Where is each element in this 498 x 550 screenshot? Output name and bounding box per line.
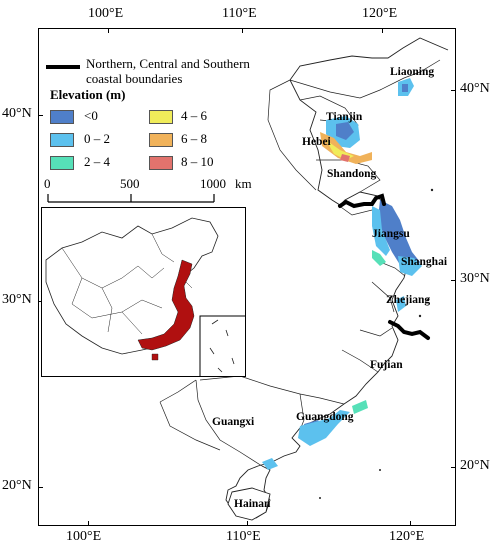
elevation-guangxi: [262, 458, 278, 470]
province-label-liaoning: Liaoning: [390, 66, 435, 78]
province-boundaries: [159, 59, 441, 467]
hainan-island: [227, 487, 271, 521]
left-lat-label-30: 30°N: [2, 292, 32, 307]
legend-label-6-8: 6 – 8: [181, 131, 207, 146]
inset-province-lines: [61, 233, 193, 335]
elevation-hebei-high: [320, 132, 372, 164]
elevation-hebei-mid: [326, 140, 354, 160]
island-dot: [430, 188, 434, 192]
province-label-fujian: Fujian: [370, 359, 403, 371]
legend-label-0-2: 0 – 2: [84, 131, 110, 146]
elevation-hebei-top: [340, 154, 350, 162]
scale-tick-1000: 1000: [200, 176, 226, 191]
tick: [451, 90, 456, 91]
island-dot: [426, 298, 430, 302]
coastline-outline: [225, 37, 449, 519]
legend-swatch-6-8: [149, 133, 173, 147]
northern-central-boundary: [338, 193, 386, 209]
island-dot: [319, 497, 321, 499]
tick: [38, 115, 43, 116]
left-lat-label-40: 40°N: [2, 106, 32, 121]
inset-map: [41, 207, 246, 377]
province-label-guangxi: Guangxi: [212, 416, 255, 428]
inset-map-drawing: [45, 217, 245, 376]
elevation-guangdong-mid: [298, 410, 350, 446]
inset-south-sea-islands: [209, 319, 235, 373]
tick: [38, 301, 43, 302]
elevation-jiangsu-low: [378, 200, 420, 272]
legend-label-4-6: 4 – 6: [181, 108, 207, 123]
inset-hainan: [151, 353, 159, 361]
province-label-jiangsu: Jiangsu: [372, 228, 410, 240]
elevation-legend-title: Elevation (m): [50, 87, 126, 102]
tick: [247, 521, 248, 526]
right-lat-label-30: 30°N: [460, 271, 490, 286]
bottom-lon-label-110: 110°E: [226, 529, 261, 544]
tick: [410, 521, 411, 526]
legend-label-below-0: <0: [84, 108, 98, 123]
legend-label-2-4: 2 – 4: [84, 154, 110, 169]
inset-coastal-highlight: [137, 259, 195, 351]
legend-swatch-0-2: [50, 133, 74, 147]
elevation-zhejiang: [396, 296, 406, 312]
scale-unit: km: [235, 176, 252, 191]
elevation-shanghai: [398, 256, 422, 276]
province-label-shanghai: Shanghai: [401, 256, 448, 268]
tick: [88, 521, 89, 526]
province-label-shandong: Shandong: [327, 168, 377, 180]
tick: [451, 467, 456, 468]
scale-bar: [47, 194, 215, 203]
island-dot: [418, 314, 422, 318]
province-label-tianjin: Tianjin: [326, 111, 363, 123]
tick: [451, 280, 456, 281]
scale-tick-500: 500: [120, 176, 140, 191]
boundary-legend-line: [46, 65, 80, 69]
tick: [108, 28, 109, 33]
province-label-hainan: Hainan: [234, 498, 271, 510]
island-dot: [379, 469, 381, 471]
elevation-liaoning-low: [402, 84, 408, 92]
tick: [38, 487, 43, 488]
elevation-jiangsu-mid: [372, 206, 390, 256]
legend-swatch-4-6: [149, 110, 173, 124]
tick: [242, 28, 243, 33]
scale-tick-0: 0: [44, 176, 51, 191]
province-label-guangdong: Guangdong: [296, 411, 354, 423]
province-label-zhejiang: Zhejiang: [386, 294, 431, 306]
top-lon-label-100: 100°E: [88, 6, 124, 21]
elevation-tianjin-low: [336, 122, 354, 140]
legend-swatch-8-10: [149, 156, 173, 170]
boundary-legend-label-2: coastal boundaries: [86, 71, 183, 86]
inset-china-outline: [45, 217, 219, 355]
legend-swatch-below-0: [50, 110, 74, 124]
bottom-lon-label-100: 100°E: [66, 529, 102, 544]
central-southern-boundary: [388, 320, 430, 340]
boundary-legend-label: Northern, Central and Southern: [86, 56, 250, 71]
legend-swatch-2-4: [50, 156, 74, 170]
top-lon-label-120: 120°E: [362, 6, 398, 21]
bottom-lon-label-120: 120°E: [389, 529, 425, 544]
right-lat-label-20: 20°N: [460, 458, 490, 473]
tick: [382, 28, 383, 33]
elevation-guangdong-teal: [352, 400, 368, 414]
legend-label-8-10: 8 – 10: [181, 154, 214, 169]
province-label-hebei: Hebei: [302, 136, 331, 148]
top-lon-label-110: 110°E: [222, 6, 257, 21]
left-lat-label-20: 20°N: [2, 478, 32, 493]
right-lat-label-40: 40°N: [460, 81, 490, 96]
inset-south-sea-box: [199, 315, 245, 376]
elevation-jiangsu-teal: [372, 250, 386, 266]
